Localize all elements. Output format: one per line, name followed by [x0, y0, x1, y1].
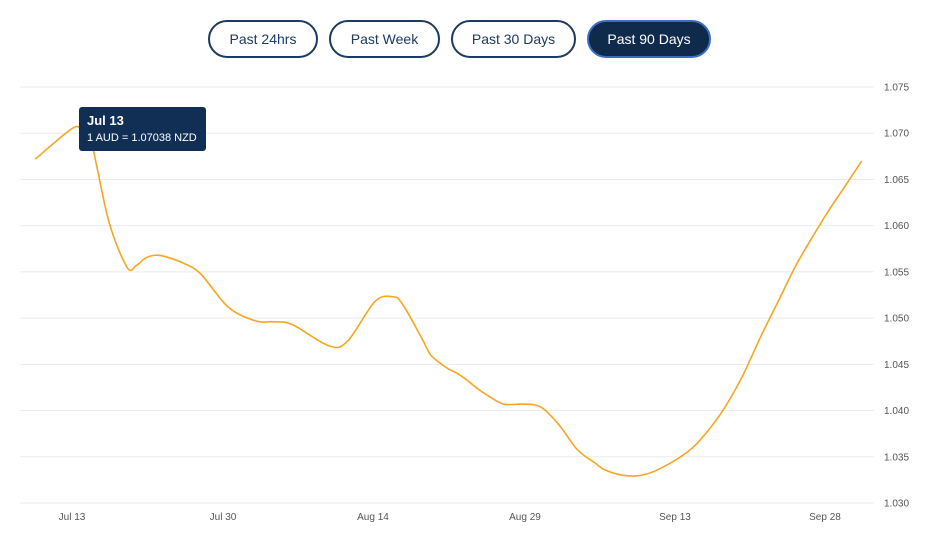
y-tick-label: 1.055 — [884, 267, 909, 278]
y-tick-label: 1.030 — [884, 499, 909, 510]
range-tabs: Past 24hrs Past Week Past 30 Days Past 9… — [0, 20, 925, 58]
tab-past-24hrs[interactable]: Past 24hrs — [208, 20, 318, 58]
y-tick-label: 1.045 — [884, 360, 909, 371]
chart-tooltip: Jul 13 1 AUD = 1.07038 NZD — [79, 107, 206, 151]
y-tick-label: 1.075 — [884, 83, 909, 94]
y-tick-label: 1.035 — [884, 452, 909, 463]
x-tick-label: Aug 14 — [357, 512, 389, 523]
x-tick-label: Sep 13 — [659, 512, 691, 523]
tooltip-date: Jul 13 — [87, 113, 124, 128]
y-tick-label: 1.070 — [884, 129, 909, 140]
tab-past-30-days[interactable]: Past 30 Days — [451, 20, 576, 58]
x-tick-label: Jul 13 — [59, 512, 86, 523]
tab-past-week[interactable]: Past Week — [329, 20, 440, 58]
y-tick-label: 1.060 — [884, 221, 909, 232]
tab-past-90-days[interactable]: Past 90 Days — [587, 20, 711, 58]
x-tick-label: Jul 30 — [210, 512, 237, 523]
y-tick-label: 1.040 — [884, 406, 909, 417]
y-tick-label: 1.065 — [884, 175, 909, 186]
tooltip-rate: 1 AUD = 1.07038 NZD — [87, 132, 197, 144]
x-tick-label: Aug 29 — [509, 512, 541, 523]
exchange-rate-chart: 1.030 1.035 1.040 1.045 1.050 1.055 1.060 1.065… — [20, 83, 909, 523]
series-line — [34, 125, 863, 477]
x-tick-label: Sep 28 — [809, 512, 841, 523]
y-tick-label: 1.050 — [884, 314, 909, 325]
